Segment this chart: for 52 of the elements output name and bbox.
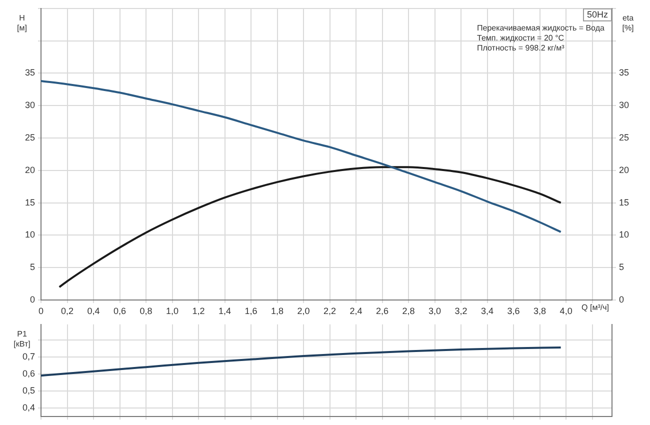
x-tick-label: 0,6 [114, 306, 126, 316]
y2-tick-label: 30 [619, 100, 630, 110]
y2-tick-label: 0 [619, 294, 624, 304]
x-tick-label: 1,0 [166, 306, 179, 316]
y-tick-label: 10 [24, 230, 35, 240]
y-tick-label: 5 [30, 262, 35, 272]
x-tick-label: 3,2 [454, 306, 468, 316]
y2-tick-label: 20 [619, 164, 630, 175]
line-series [58, 166, 562, 288]
x-tick-label: 2,2 [324, 306, 336, 316]
annotation: Плотность = 998.2 кг/м³ [477, 44, 565, 53]
x-tick-label: 3,4 [481, 306, 494, 316]
line-series [41, 346, 562, 377]
y-tick-label: 0,7 [22, 351, 35, 362]
y2-tick-label: 5 [619, 262, 624, 272]
x-tick-label: 2,6 [376, 306, 389, 316]
y2-axis-title: eta [%] [622, 14, 634, 33]
x-tick-label: 1,6 [244, 306, 258, 316]
y-tick-label: 35 [24, 68, 35, 78]
x-tick-label: 0 [38, 306, 44, 316]
x-axis-title: Q [м³/ч] [582, 303, 609, 312]
x-tick-label: 3,0 [428, 306, 442, 316]
x-tick-label: 2,8 [402, 306, 415, 316]
annotation: Перекачиваемая жидкость = Вода [477, 24, 605, 33]
y-axis-title: P1 [кВт] [14, 330, 30, 349]
y-tick-label: 0 [30, 294, 35, 304]
x-tick-label: 3,6 [507, 306, 520, 316]
annotation: 50Hz [586, 9, 608, 20]
x-tick-label: 0,2 [60, 306, 74, 316]
y-tick-label: 25 [24, 132, 35, 142]
annotation: Темп. жидкости = 20 °C [477, 34, 564, 43]
x-tick-label: 2,4 [350, 306, 362, 316]
y-tick-label: 0,4 [22, 402, 35, 413]
y2-tick-label: 10 [619, 230, 630, 240]
x-tick-label: 0,8 [140, 306, 152, 316]
x-tick-label: 3,8 [534, 306, 546, 316]
line-series [41, 80, 562, 233]
x-tick-label: 2,0 [297, 306, 310, 316]
y2-tick-label: 15 [619, 197, 630, 208]
x-tick-label: 1,8 [271, 306, 284, 316]
y-tick-label: 15 [24, 197, 35, 208]
y-axis-title: H [м] [17, 14, 27, 33]
y2-tick-label: 35 [619, 68, 630, 78]
x-tick-label: 0,4 [87, 306, 100, 316]
x-tick-label: 1,2 [192, 306, 205, 316]
y-tick-label: 30 [24, 100, 35, 110]
x-tick-label: 4,0 [560, 306, 572, 316]
y-tick-label: 0,5 [22, 385, 35, 396]
y2-tick-label: 25 [619, 132, 630, 142]
y-tick-label: 0,6 [22, 368, 35, 378]
x-tick-label: 1,4 [218, 306, 232, 316]
y-tick-label: 20 [24, 164, 35, 175]
